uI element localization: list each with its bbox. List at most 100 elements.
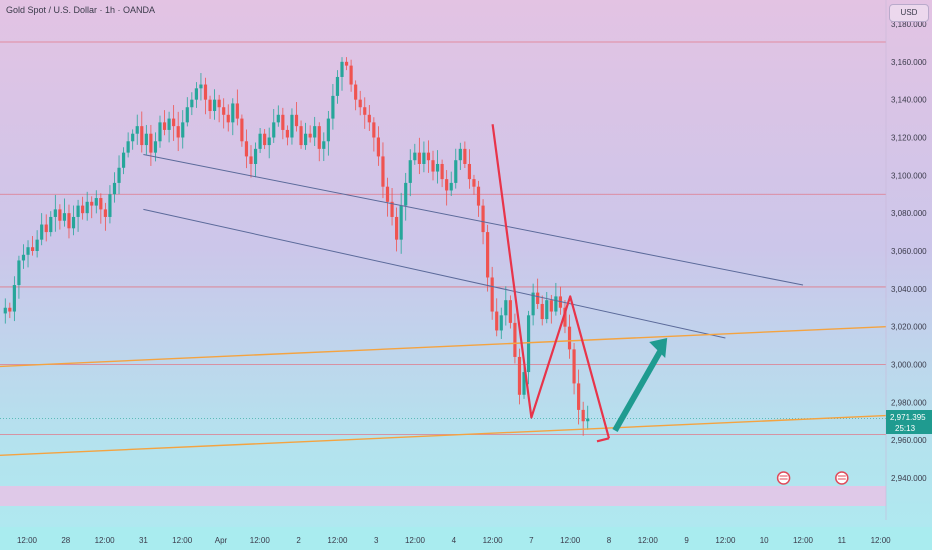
candle-body-55 [253,148,258,164]
pattern-tail [596,437,610,443]
trendline-1 [143,208,726,339]
price-axis[interactable]: 3,180.000 3,160.000 3,140.000 3,120.000 3,10… [885,0,927,520]
time-tick-label-5: Apr [215,536,228,545]
drawn-lines [0,124,887,456]
support-line-0 [0,325,887,368]
candle-body-57 [263,133,267,146]
current-price-value: 2,971.395 [890,413,926,422]
candle-body-84 [385,186,390,202]
candle-body-13 [62,213,67,221]
candle-body-74 [340,61,344,77]
price-tick-label-6: 3,060.000 [891,247,927,256]
candle-body-20 [94,198,98,206]
candle-body-110 [504,300,508,316]
candle-body-42 [194,88,198,100]
candle-body-10 [49,216,53,233]
time-tick-label-13: 7 [529,536,534,545]
candle-body-50 [231,103,235,123]
time-tick-label-12: 12:00 [483,536,504,545]
candle-body-28 [131,133,135,142]
price-tick-label-5: 3,080.000 [891,209,927,218]
price-tick-label-7: 3,040.000 [891,285,927,294]
us-flag-icon-0 [776,471,791,485]
candle-body-128 [586,418,590,422]
us-flag-icon-1 [835,471,849,485]
time-tick-label-16: 12:00 [638,536,659,545]
candle-body-40 [185,107,189,123]
candle-body-118 [540,303,544,320]
time-tick-label-15: 8 [607,536,612,545]
candle-body-85 [390,201,394,217]
candle-body-17 [81,205,85,214]
time-tick-label-2: 12:00 [95,536,116,545]
candle-body-59 [272,122,276,138]
candle-body-95 [435,163,440,172]
candle-body-79 [363,107,367,115]
candle-body-9 [44,224,48,233]
candle-body-66 [304,133,308,146]
currency-button[interactable]: USD [889,4,929,22]
candle-body-24 [112,182,117,195]
price-tick-label-9: 3,000.000 [891,361,927,370]
price-tag-box [886,410,932,434]
support-line-1 [0,414,887,456]
candle-body-119 [545,300,549,320]
candle-body-1 [8,307,12,312]
candle-body-33 [153,141,158,153]
event-markers [776,471,849,485]
candle-body-2 [12,285,16,312]
candle-body-35 [162,122,167,130]
candle-body-116 [531,292,535,316]
candle-body-34 [158,122,162,142]
candle-body-91 [417,152,421,164]
candle-body-70 [322,141,326,149]
candle-body-87 [399,205,403,240]
candle-body-19 [90,201,94,206]
candle-body-21 [99,198,103,210]
horizontal-levels [0,41,886,435]
current-price-tag: 2,971.395 25:13 [886,410,932,434]
candle-body-12 [58,209,62,221]
time-tick-label-18: 12:00 [715,536,736,545]
candle-body-54 [249,156,253,164]
candle-body-58 [267,137,271,146]
candle-body-75 [344,61,349,66]
candle-body-51 [235,103,239,119]
price-tick-label-2: 3,140.000 [891,96,927,105]
candle-body-81 [372,122,376,138]
time-tick-label-8: 12:00 [327,536,348,545]
candle-body-4 [21,254,26,261]
projection-arrow-shaft [612,344,666,432]
candle-body-64 [294,114,299,127]
candle-body-38 [176,126,180,138]
candle-body-45 [208,99,212,112]
pattern-path [491,124,611,439]
candle-body-41 [190,99,194,108]
candle-body-112 [513,322,517,357]
candle-body-36 [167,118,171,130]
candle-body-93 [426,152,431,161]
candle-body-97 [445,179,449,191]
time-axis[interactable]: 12:00 28 12:00 31 12:00 Apr 12:00 2 12:00 3 12:00 4… [0,527,932,550]
candle-body-104 [476,186,481,206]
volume-band [0,486,886,506]
time-axis-band [0,527,932,550]
candle-body-62 [285,129,289,138]
candle-body-61 [281,114,285,130]
candle-body-11 [53,209,57,217]
candle-body-82 [376,137,380,157]
candle-body-67 [308,133,312,138]
candle-body-101 [463,148,467,164]
projection-arrow-head [649,338,668,359]
time-tick-label-4: 12:00 [172,536,193,545]
candle-body-22 [103,209,107,217]
candle-body-73 [335,76,340,96]
candle-body-3 [17,260,21,286]
time-tick-label-21: 11 [838,536,847,545]
candle-body-78 [358,99,362,108]
countdown-value: 25:13 [895,424,916,433]
candle-body-89 [408,160,412,183]
candle-body-108 [495,311,499,331]
